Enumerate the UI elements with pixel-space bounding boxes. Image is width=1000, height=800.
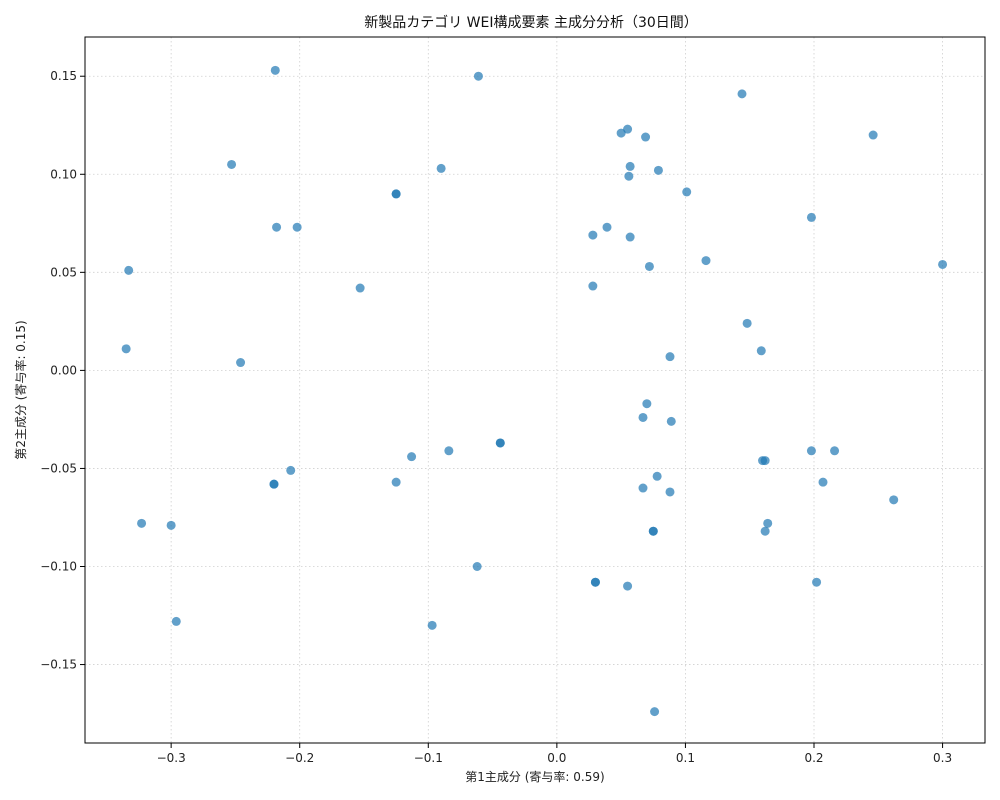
data-point xyxy=(760,456,770,466)
y-tick-label: 0.00 xyxy=(50,363,77,377)
data-point xyxy=(355,283,365,293)
data-point xyxy=(588,230,598,240)
grid xyxy=(85,37,985,743)
data-point xyxy=(806,212,816,222)
data-point xyxy=(737,89,747,99)
data-point xyxy=(602,222,612,232)
data-point xyxy=(625,161,635,171)
data-point xyxy=(641,132,651,142)
data-point xyxy=(166,520,176,530)
x-tick-label: −0.2 xyxy=(285,751,314,765)
data-point xyxy=(286,465,296,475)
data-point xyxy=(436,163,446,173)
data-point xyxy=(171,616,181,626)
y-tick-label: −0.15 xyxy=(40,658,77,672)
data-point xyxy=(124,265,134,275)
data-point xyxy=(763,518,773,528)
y-tick-label: 0.05 xyxy=(50,265,77,279)
data-point xyxy=(760,526,770,536)
data-point xyxy=(642,399,652,409)
data-point xyxy=(137,518,147,528)
data-point xyxy=(742,318,752,328)
data-point xyxy=(806,446,816,456)
x-tick-label: −0.1 xyxy=(414,751,443,765)
x-tick-label: 0.0 xyxy=(547,751,566,765)
data-point xyxy=(701,256,711,266)
y-tick-label: 0.15 xyxy=(50,69,77,83)
data-point xyxy=(889,495,899,505)
data-point xyxy=(472,562,482,571)
data-point xyxy=(391,477,401,487)
data-point xyxy=(407,452,417,462)
data-point xyxy=(625,232,635,242)
data-point xyxy=(588,281,598,291)
y-axis: −0.15 −0.10 −0.05 0.00 0.05 0.10 0.15 xyxy=(40,69,85,672)
data-point xyxy=(616,128,626,138)
data-point xyxy=(227,159,237,169)
data-point xyxy=(473,71,483,81)
data-point xyxy=(495,438,505,448)
data-point xyxy=(868,130,878,140)
data-point xyxy=(665,487,675,497)
data-point xyxy=(644,261,654,271)
data-point xyxy=(756,346,766,356)
y-tick-label: 0.10 xyxy=(50,167,77,181)
data-point xyxy=(830,446,840,456)
data-point xyxy=(682,187,692,197)
x-axis-label: 第1主成分 (寄与率: 0.59) xyxy=(465,769,604,784)
data-point xyxy=(391,189,401,199)
chart-title: 新製品カテゴリ WEI構成要素 主成分分析（30日間） xyxy=(364,14,698,31)
data-point xyxy=(648,526,658,536)
data-points xyxy=(121,65,948,717)
y-axis-label: 第2主成分 (寄与率: 0.15) xyxy=(13,320,28,459)
data-point xyxy=(292,222,302,232)
data-point xyxy=(444,446,454,456)
plot-frame xyxy=(84,36,986,744)
data-point xyxy=(121,344,131,354)
data-point xyxy=(427,620,437,630)
y-tick-label: −0.10 xyxy=(40,560,77,574)
data-point xyxy=(270,65,280,75)
data-point xyxy=(269,479,279,489)
data-point xyxy=(650,707,660,717)
x-tick-label: 0.1 xyxy=(676,751,695,765)
data-point xyxy=(638,483,648,493)
data-point xyxy=(638,412,648,422)
x-axis: −0.3 −0.2 −0.1 0.0 0.1 0.2 0.3 xyxy=(157,743,952,765)
data-point xyxy=(812,577,822,587)
data-point xyxy=(272,222,282,232)
data-point xyxy=(818,477,828,487)
data-point xyxy=(665,352,675,362)
data-point xyxy=(624,171,634,181)
data-point xyxy=(623,124,633,134)
data-point xyxy=(666,416,676,426)
x-tick-label: −0.3 xyxy=(157,751,186,765)
data-point xyxy=(590,577,600,587)
y-tick-label: −0.05 xyxy=(40,461,77,475)
data-point xyxy=(938,259,948,269)
x-tick-label: 0.2 xyxy=(804,751,823,765)
data-point xyxy=(652,471,662,481)
x-tick-label: 0.3 xyxy=(933,751,952,765)
data-point xyxy=(653,165,663,175)
data-point xyxy=(623,581,633,591)
data-point xyxy=(236,358,246,368)
